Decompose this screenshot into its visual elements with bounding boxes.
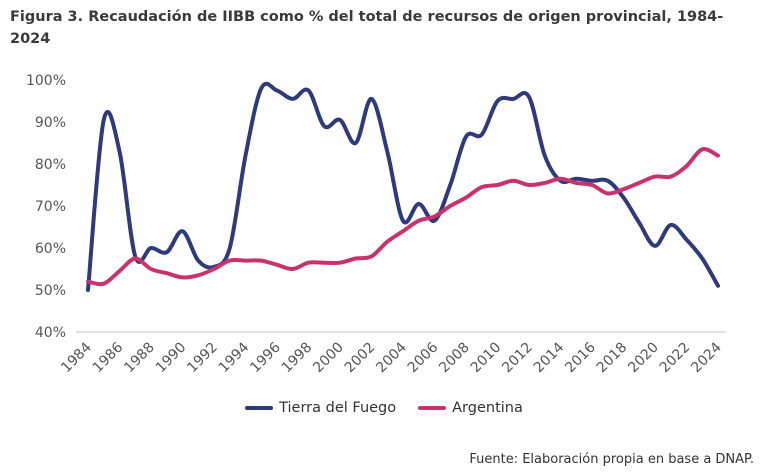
x-tick-label: 2024 <box>688 339 725 376</box>
x-tick-label: 1986 <box>90 339 127 376</box>
x-tick-label: 2002 <box>342 340 379 377</box>
y-tick-label: 90% <box>35 115 66 131</box>
source-note: Fuente: Elaboración propia en base a DNA… <box>469 452 754 467</box>
x-tick-label: 2012 <box>499 340 536 377</box>
x-tick-label: 1990 <box>153 340 190 377</box>
x-tick-label: 2016 <box>562 339 599 376</box>
y-tick-label: 70% <box>35 199 66 215</box>
x-tick-label: 2000 <box>310 340 347 377</box>
x-tick-label: 1988 <box>121 340 158 377</box>
y-tick-label: 50% <box>35 283 66 299</box>
series-line-tierra-del-fuego <box>86 81 720 292</box>
x-tick-label: 1992 <box>184 340 221 377</box>
legend-item-tierra-del-fuego: Tierra del Fuego <box>245 400 396 416</box>
x-tick-label: 2022 <box>657 340 694 377</box>
x-tick-label: 2010 <box>468 340 505 377</box>
legend-item-argentina: Argentina <box>418 400 523 416</box>
legend: Tierra del Fuego Argentina <box>0 400 768 416</box>
legend-swatch <box>418 406 447 410</box>
x-tick-label: 1984 <box>58 339 95 376</box>
x-tick-label: 2014 <box>531 339 568 376</box>
x-tick-label: 2004 <box>373 339 410 376</box>
legend-label: Argentina <box>452 400 523 416</box>
legend-label: Tierra del Fuego <box>279 400 397 416</box>
y-tick-label: 60% <box>35 241 66 257</box>
x-tick-label: 1996 <box>247 339 284 376</box>
legend-swatch <box>245 406 274 410</box>
x-tick-label: 2018 <box>594 340 631 377</box>
line-chart: 40%50%60%70%80%90%100%198419861988199019… <box>26 73 726 377</box>
x-tick-label: 1994 <box>216 339 253 376</box>
y-tick-label: 80% <box>35 157 66 173</box>
chart-title: Figura 3. Recaudación de IIBB como % del… <box>10 9 724 47</box>
y-tick-label: 100% <box>26 73 66 89</box>
x-tick-label: 2006 <box>405 339 442 376</box>
x-tick-label: 2020 <box>625 340 662 377</box>
x-tick-label: 1998 <box>279 340 316 377</box>
y-tick-label: 40% <box>35 325 66 341</box>
x-tick-label: 2008 <box>436 340 473 377</box>
